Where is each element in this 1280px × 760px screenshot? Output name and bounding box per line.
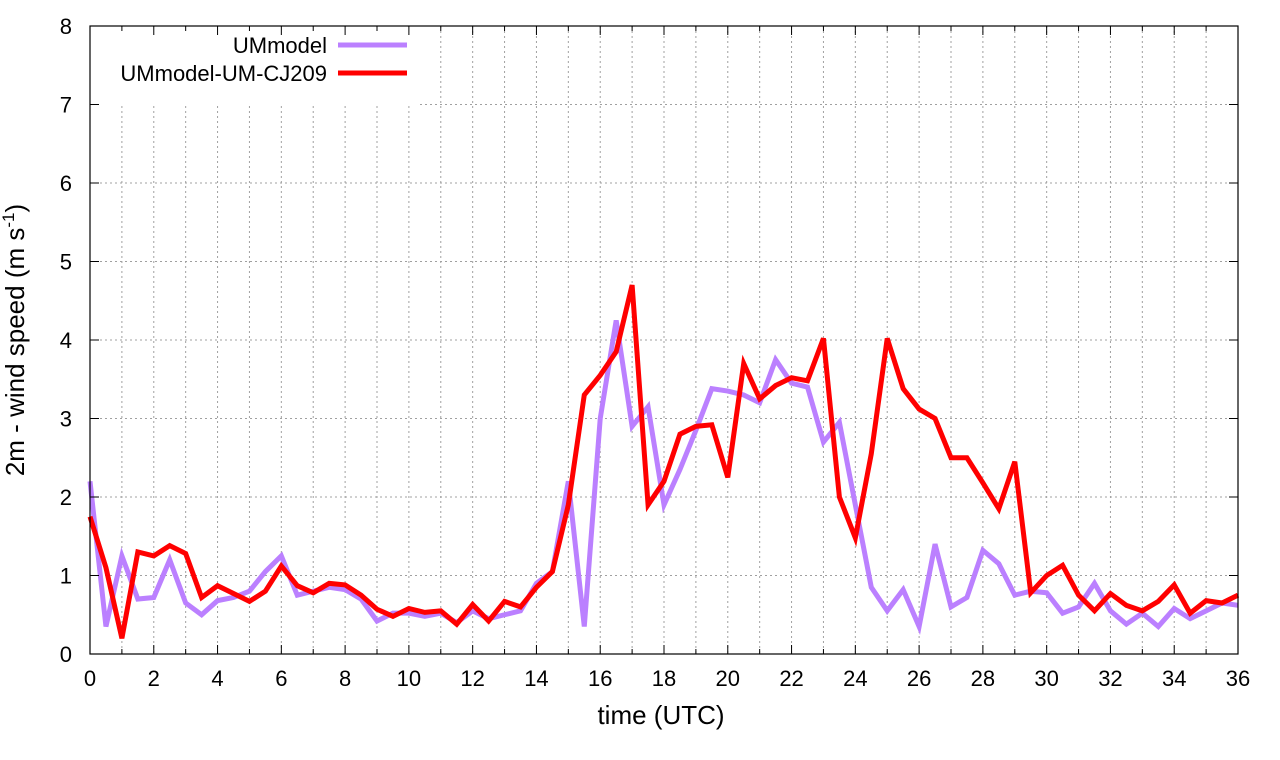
series-line-2 — [87, 284, 1240, 639]
legend-label-1: UMmodel — [233, 33, 327, 58]
x-tick-label: 0 — [84, 666, 96, 691]
x-tick-label: 36 — [1226, 666, 1250, 691]
x-tick-label: 32 — [1098, 666, 1122, 691]
y-tick-label: 5 — [60, 250, 72, 275]
x-tick-label: 6 — [275, 666, 287, 691]
y-tick-label: 2 — [60, 485, 72, 510]
y-axis-label: 2m - wind speed (m s-1) — [0, 204, 30, 476]
legend: UMmodel UMmodel-UM-CJ209 — [120, 33, 407, 86]
x-tick-label: 34 — [1162, 666, 1186, 691]
x-tick-label: 28 — [971, 666, 995, 691]
x-tick-label: 26 — [907, 666, 931, 691]
x-tick-label: 18 — [652, 666, 676, 691]
x-tick-label: 8 — [339, 666, 351, 691]
x-tick-label: 20 — [716, 666, 740, 691]
x-tick-label: 12 — [460, 666, 484, 691]
y-axis-label-main: 2m - wind speed (m s — [0, 228, 30, 477]
x-tick-label: 24 — [843, 666, 867, 691]
grid-lines — [90, 26, 1238, 654]
axis-ticks — [89, 25, 1239, 655]
series-line-1 — [87, 319, 1239, 635]
x-tick-label: 10 — [397, 666, 421, 691]
y-tick-label: 0 — [60, 642, 72, 667]
y-tick-label: 8 — [60, 14, 72, 39]
series-layer — [87, 284, 1240, 639]
y-tick-label: 4 — [60, 328, 72, 353]
tick-labels: 0 2 4 6 8 10 12 14 16 18 20 22 24 26 28 30 32 34 360123456… — [60, 14, 1250, 691]
y-axis-label-superscript: -1 — [0, 213, 18, 228]
y-tick-label: 7 — [60, 93, 72, 118]
x-tick-label: 14 — [524, 666, 548, 691]
legend-label-2: UMmodel-UM-CJ209 — [120, 61, 327, 86]
y-axis-label-tail: ) — [0, 204, 30, 213]
x-tick-label: 22 — [779, 666, 803, 691]
x-tick-label: 30 — [1034, 666, 1058, 691]
x-tick-label: 4 — [211, 666, 223, 691]
y-tick-label: 3 — [60, 407, 72, 432]
x-tick-label: 16 — [588, 666, 612, 691]
y-tick-label: 1 — [60, 564, 72, 589]
x-tick-label: 2 — [148, 666, 160, 691]
x-axis-label: time (UTC) — [597, 700, 724, 730]
y-tick-label: 6 — [60, 171, 72, 196]
legend-background — [92, 27, 420, 105]
